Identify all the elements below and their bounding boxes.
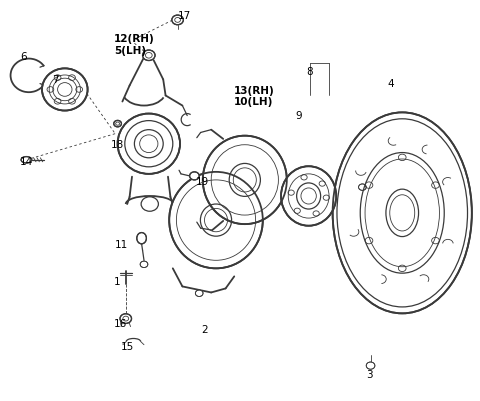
Circle shape (359, 184, 366, 191)
Text: 17: 17 (178, 11, 191, 21)
Ellipse shape (281, 167, 336, 226)
Ellipse shape (42, 69, 88, 111)
Circle shape (172, 16, 183, 26)
Text: 9: 9 (295, 111, 302, 120)
Text: 14: 14 (20, 156, 34, 166)
Text: 19: 19 (196, 176, 209, 186)
Text: 12(RH)
5(LH): 12(RH) 5(LH) (114, 34, 155, 56)
Ellipse shape (169, 172, 263, 269)
Circle shape (114, 121, 121, 128)
Text: 3: 3 (366, 369, 372, 379)
Text: 2: 2 (202, 325, 208, 334)
Text: 4: 4 (388, 79, 395, 89)
Text: 11: 11 (115, 240, 129, 249)
Ellipse shape (333, 113, 472, 314)
Ellipse shape (137, 233, 146, 244)
Text: 8: 8 (306, 67, 313, 77)
Text: 16: 16 (114, 318, 128, 328)
Text: 13(RH)
10(LH): 13(RH) 10(LH) (234, 85, 275, 107)
Ellipse shape (203, 136, 287, 225)
Text: 7: 7 (52, 75, 59, 85)
Ellipse shape (118, 114, 180, 174)
Circle shape (195, 290, 203, 297)
Ellipse shape (21, 157, 32, 164)
Circle shape (120, 314, 132, 324)
Text: 6: 6 (20, 52, 27, 62)
Text: 15: 15 (121, 341, 134, 350)
Text: 1: 1 (114, 277, 121, 286)
Circle shape (143, 51, 155, 61)
Circle shape (366, 362, 375, 369)
Ellipse shape (140, 261, 148, 268)
Text: 18: 18 (110, 140, 124, 149)
Circle shape (190, 172, 199, 180)
